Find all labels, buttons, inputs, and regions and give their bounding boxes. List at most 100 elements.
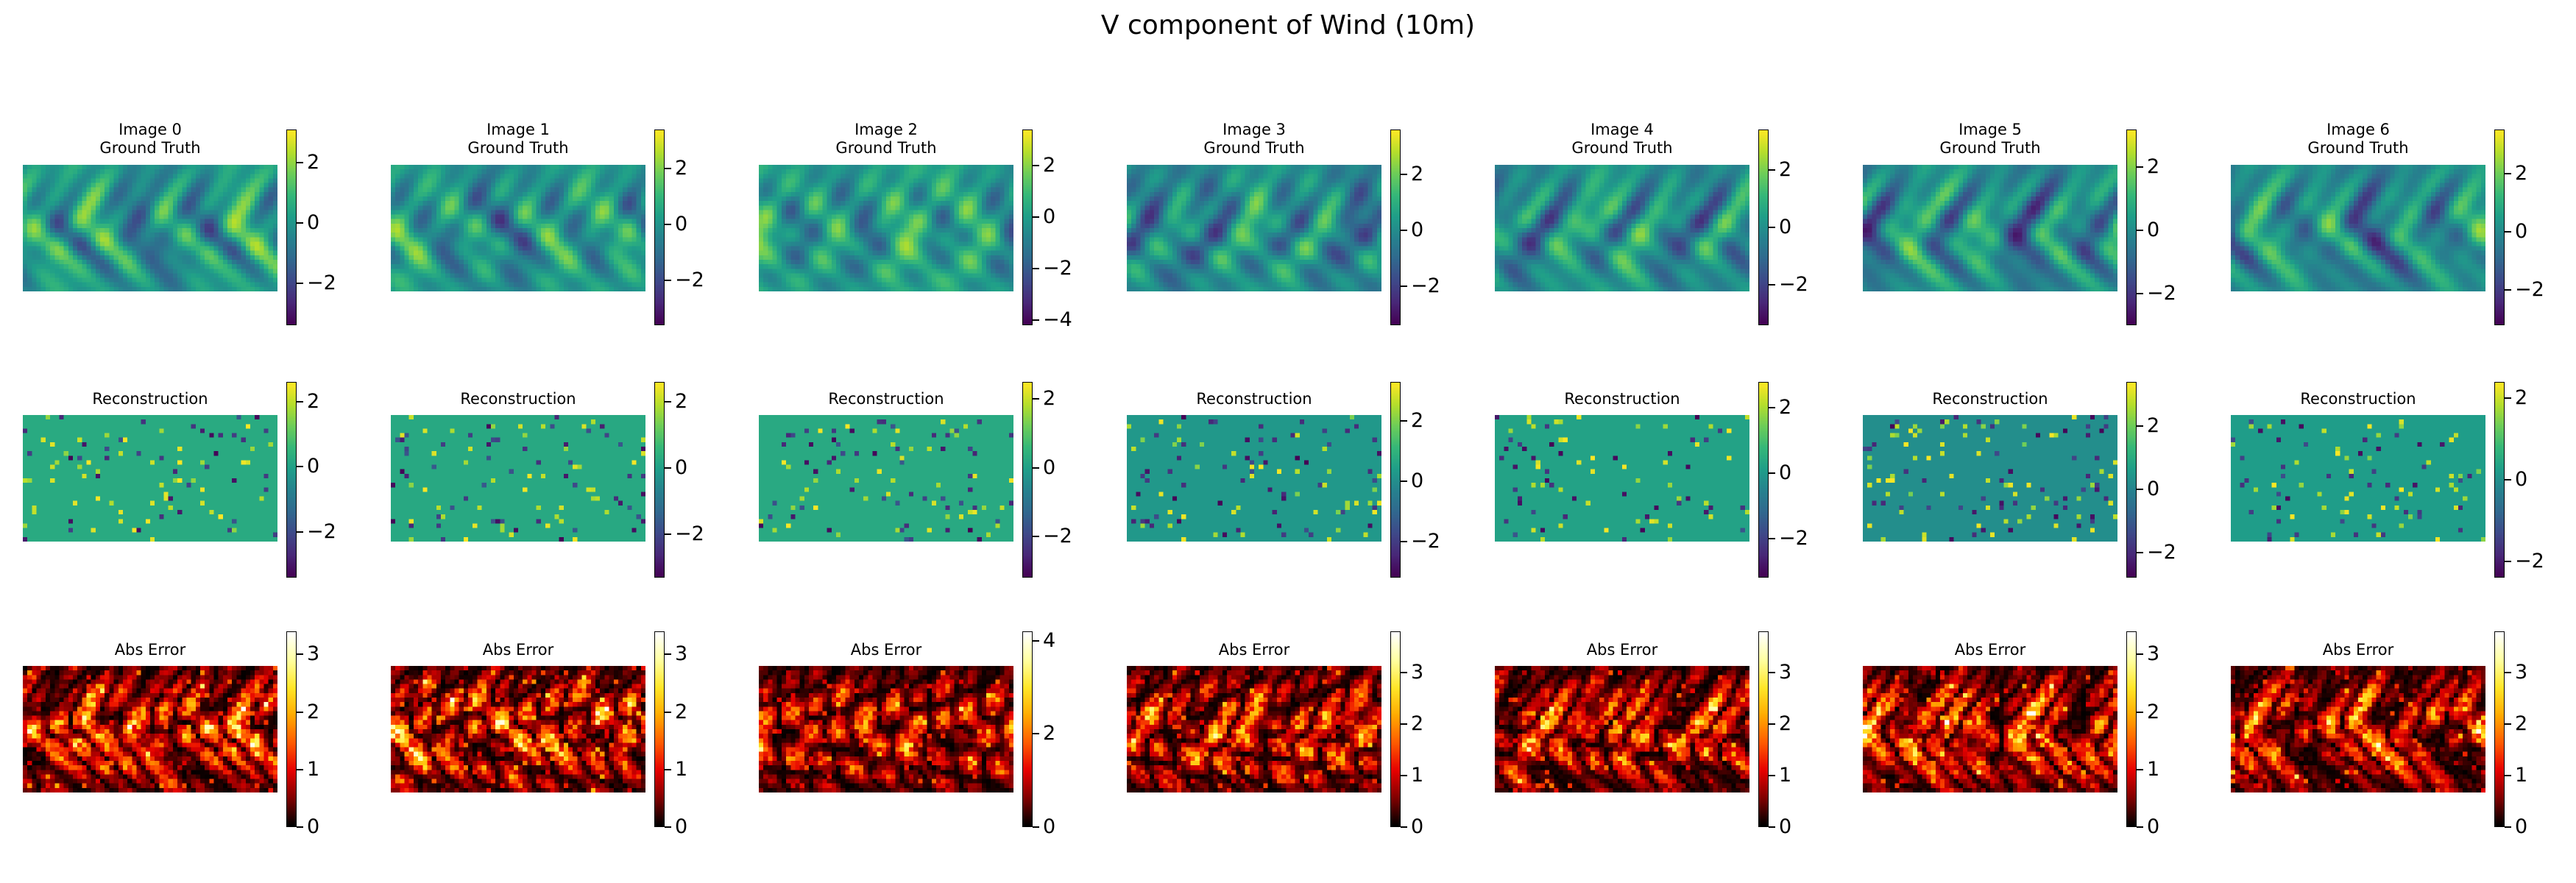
colorbar-tick bbox=[1769, 672, 1775, 673]
colorbar bbox=[286, 382, 297, 578]
colorbar-tick-label: −2 bbox=[2147, 282, 2176, 305]
colorbar-tick bbox=[1033, 467, 1039, 469]
colorbar-tick-label: −2 bbox=[2515, 549, 2544, 572]
colorbar bbox=[654, 130, 665, 325]
colorbar-tick bbox=[2505, 230, 2511, 233]
colorbar-tick-label: 2 bbox=[1043, 722, 1056, 745]
colorbar-tick-label: 0 bbox=[1043, 455, 1056, 479]
colorbar-tick bbox=[1401, 826, 1407, 828]
colorbar-tick bbox=[1033, 536, 1039, 537]
colorbar bbox=[1758, 382, 1769, 578]
colorbar-tick-label: 2 bbox=[2515, 386, 2528, 410]
panel-title: Abs Error bbox=[114, 641, 186, 659]
colorbar-tick-label: 0 bbox=[1043, 815, 1056, 838]
colorbar-tick bbox=[1401, 285, 1407, 287]
colorbar-tick bbox=[2505, 672, 2511, 673]
colorbar-tick bbox=[1401, 420, 1407, 422]
colorbar-tick-label: 2 bbox=[2515, 712, 2528, 735]
colorbar-tick-label: 1 bbox=[307, 757, 320, 781]
panel-title: Image 3 Ground Truth bbox=[1203, 121, 1305, 157]
heatmap-image bbox=[23, 666, 277, 792]
colorbar-tick bbox=[2505, 826, 2511, 828]
colorbar-tick-label: −2 bbox=[2515, 278, 2544, 302]
colorbar-tick bbox=[2137, 653, 2143, 656]
colorbar-tick bbox=[2505, 289, 2511, 291]
panel-title: Reconstruction bbox=[828, 390, 944, 408]
colorbar bbox=[286, 631, 297, 827]
colorbar-tick bbox=[1401, 480, 1407, 483]
panel-title: Image 0 Ground Truth bbox=[99, 121, 201, 157]
colorbar-tick bbox=[1769, 169, 1775, 171]
colorbar-tick bbox=[2137, 425, 2143, 428]
colorbar-tick bbox=[2137, 768, 2143, 770]
colorbar-tick-label: 0 bbox=[2147, 815, 2160, 838]
heatmap-image bbox=[1127, 415, 1381, 542]
colorbar bbox=[286, 130, 297, 325]
colorbar-tick-label: 2 bbox=[307, 700, 320, 723]
colorbar bbox=[2494, 382, 2505, 578]
colorbar-tick bbox=[1033, 319, 1039, 321]
colorbar-tick bbox=[2137, 711, 2143, 713]
colorbar-tick-label: 0 bbox=[675, 213, 688, 236]
colorbar-tick-label: −2 bbox=[1779, 273, 1808, 297]
colorbar-tick bbox=[665, 401, 671, 403]
colorbar-tick bbox=[297, 531, 303, 533]
colorbar-tick-label: 0 bbox=[1779, 815, 1792, 838]
colorbar-tick-label: 4 bbox=[1043, 628, 1056, 652]
colorbar bbox=[1390, 631, 1401, 827]
heatmap-image bbox=[391, 165, 645, 291]
colorbar-tick-label: 2 bbox=[2515, 161, 2528, 185]
figure-title: V component of Wind (10m) bbox=[1100, 10, 1476, 40]
colorbar-tick-label: 2 bbox=[1779, 157, 1792, 181]
colorbar bbox=[2126, 130, 2137, 325]
colorbar-tick bbox=[297, 826, 303, 828]
panel-title: Abs Error bbox=[850, 641, 922, 659]
colorbar-tick-label: 1 bbox=[1411, 764, 1424, 787]
colorbar-tick bbox=[1769, 826, 1775, 828]
heatmap-image bbox=[23, 165, 277, 291]
colorbar-tick-label: −2 bbox=[1043, 257, 1072, 280]
colorbar-tick-label: 2 bbox=[2147, 155, 2160, 179]
colorbar bbox=[2126, 631, 2137, 827]
colorbar-tick-label: 1 bbox=[2515, 764, 2528, 787]
colorbar-tick-label: 0 bbox=[675, 815, 688, 838]
heatmap-image bbox=[2231, 165, 2485, 291]
colorbar-tick-label: −2 bbox=[1411, 529, 1440, 553]
colorbar-tick-label: 2 bbox=[307, 151, 320, 174]
colorbar bbox=[1758, 631, 1769, 827]
panel-title: Reconstruction bbox=[1196, 390, 1312, 408]
panel-title: Reconstruction bbox=[1932, 390, 2048, 408]
colorbar-tick bbox=[2505, 723, 2511, 725]
colorbar-tick-label: −2 bbox=[675, 269, 704, 292]
colorbar-tick bbox=[2137, 551, 2143, 553]
colorbar-tick bbox=[2137, 826, 2143, 828]
colorbar-tick bbox=[2505, 172, 2511, 174]
colorbar-tick-label: 3 bbox=[1779, 661, 1792, 684]
colorbar-tick bbox=[1769, 227, 1775, 228]
panel-title: Abs Error bbox=[1218, 641, 1290, 659]
panel-title: Abs Error bbox=[1586, 641, 1658, 659]
colorbar-tick-label: 0 bbox=[1779, 461, 1792, 485]
colorbar-tick bbox=[1033, 165, 1039, 166]
heatmap-image bbox=[1863, 415, 2117, 542]
colorbar bbox=[1022, 382, 1033, 578]
colorbar bbox=[2494, 130, 2505, 325]
colorbar-tick bbox=[665, 168, 671, 170]
colorbar-tick-label: −2 bbox=[675, 522, 704, 546]
colorbar-tick bbox=[1769, 775, 1775, 776]
panel-title: Abs Error bbox=[482, 641, 554, 659]
colorbar-tick bbox=[1033, 398, 1039, 400]
heatmap-image bbox=[1863, 165, 2117, 291]
colorbar-tick-label: −2 bbox=[1043, 525, 1072, 547]
colorbar-tick-label: −2 bbox=[2147, 540, 2176, 564]
colorbar-tick bbox=[1401, 173, 1407, 175]
colorbar-tick-label: 0 bbox=[2147, 219, 2160, 242]
colorbar-tick bbox=[297, 768, 303, 770]
colorbar bbox=[1758, 130, 1769, 325]
colorbar-tick bbox=[665, 533, 671, 536]
colorbar-tick bbox=[1401, 775, 1407, 776]
colorbar-tick bbox=[1401, 229, 1407, 231]
panel-title: Reconstruction bbox=[92, 390, 208, 408]
panel-title: Abs Error bbox=[1954, 641, 2026, 659]
